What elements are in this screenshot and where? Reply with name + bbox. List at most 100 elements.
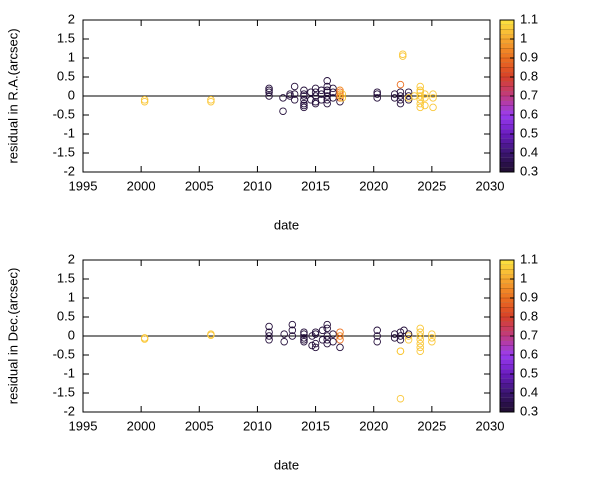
x-axis-label: date [274,217,299,232]
y-tick-label: -1.5 [53,384,75,399]
point [280,330,288,338]
point [396,347,405,355]
point [396,88,405,96]
colorbar-band [500,96,514,101]
point [279,94,287,102]
point [428,334,436,342]
colorbar-band [499,100,515,106]
point [311,330,320,338]
point [416,328,424,336]
point [373,332,381,340]
colorbar-band [500,355,514,360]
point [286,90,294,98]
x-tick-label: 2005 [185,418,214,433]
point [329,337,337,346]
point [265,336,273,344]
point [373,326,381,335]
point [300,328,308,336]
point [336,343,344,352]
point [265,92,273,100]
point [300,336,308,344]
y-tick-label: 1 [68,49,75,64]
point [300,86,308,95]
point [404,92,413,100]
point [323,324,331,333]
x-tick-label: 2015 [301,178,330,193]
point [421,94,429,102]
point [300,337,308,346]
point [307,88,315,96]
colorbar-band [499,321,515,327]
point [329,330,337,338]
point [404,332,413,340]
y-tick-label: -1 [63,125,75,140]
point [300,103,308,112]
colorbar-band [499,397,515,403]
point [400,326,408,335]
point [265,328,273,336]
colorbar-band [499,293,515,299]
colorbar-band [500,374,514,379]
point [288,332,297,340]
plot-frame [82,19,491,173]
colorbar-band [499,81,515,87]
colorbar-tick-label: 1 [520,270,527,285]
point [140,335,149,343]
point [428,337,436,346]
y-tick-label: 1 [68,289,75,304]
point [404,88,413,96]
x-tick-label: 2020 [359,418,388,433]
point [416,92,424,100]
x-tick-label: 2015 [301,418,330,433]
colorbar-tick-label: 0.8 [520,68,538,83]
point [416,343,424,352]
x-tick-label: 1995 [69,178,98,193]
point [318,326,327,335]
y-axis-label: residual in Dec.(arcsec) [5,268,20,405]
y-tick-label: 0 [68,327,75,342]
colorbar-band [499,24,515,30]
point [336,97,344,106]
colorbar-band [499,264,515,270]
colorbar-band [500,48,514,54]
colorbar-band [499,110,515,116]
colorbar-tick-label: 0.9 [520,49,538,64]
colorbar-band [499,274,515,280]
point [323,320,331,329]
point [207,96,215,104]
point [329,84,337,93]
colorbar-band [500,288,514,294]
point [308,341,316,350]
colorbar-band [500,20,514,25]
x-axis-label: date [274,457,299,472]
point [416,86,424,95]
colorbar-tick-label: 0.6 [520,106,538,121]
y-tick-label: 1.5 [57,270,75,285]
point [399,52,407,60]
point [416,324,424,333]
colorbar-band [500,86,514,92]
point [207,97,215,106]
point [265,84,273,93]
colorbar-band [499,43,515,49]
colorbar-band [499,340,515,346]
colorbar-band [499,157,515,163]
colorbar-tick-label: 0.4 [520,144,538,159]
point [416,347,424,355]
point [207,330,215,338]
x-tick-label: 2000 [127,418,156,433]
colorbar-band [499,378,515,384]
point [300,90,308,98]
colorbar-band [500,39,514,44]
colorbar-band [499,302,515,308]
point [280,337,288,346]
colorbar-band [500,153,514,158]
x-tick-label: 2025 [417,418,446,433]
point [416,96,424,104]
y-tick-label: -2 [63,403,75,418]
point [396,92,405,100]
y-tick-label: -0.5 [53,106,75,121]
point [265,88,273,96]
colorbar-band [499,72,515,78]
